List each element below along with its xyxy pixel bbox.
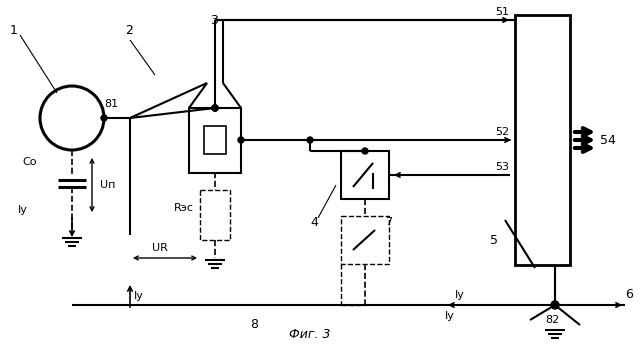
- Text: 52: 52: [495, 127, 509, 137]
- Circle shape: [212, 105, 218, 111]
- Text: 7: 7: [385, 217, 392, 227]
- Text: 8: 8: [250, 318, 258, 332]
- Text: 54: 54: [600, 134, 616, 147]
- Text: Rэс: Rэс: [174, 203, 194, 213]
- Circle shape: [551, 301, 559, 309]
- Text: 1: 1: [10, 23, 18, 37]
- Circle shape: [362, 148, 368, 154]
- Text: 51: 51: [495, 7, 509, 17]
- Bar: [515, 15, 570, 265]
- Text: Iy: Iy: [455, 290, 465, 300]
- Text: Iy: Iy: [134, 291, 144, 301]
- Text: 53: 53: [495, 162, 509, 172]
- Bar: [341, 151, 389, 199]
- Text: 3: 3: [210, 13, 218, 27]
- Bar: [204, 126, 226, 154]
- Text: Iy: Iy: [18, 205, 28, 215]
- Text: UR: UR: [152, 243, 168, 253]
- Circle shape: [212, 105, 218, 111]
- Text: Iy: Iy: [445, 311, 455, 321]
- Text: 82: 82: [545, 315, 559, 325]
- Circle shape: [212, 105, 218, 111]
- Text: Uп: Uп: [100, 180, 115, 190]
- Bar: [341, 216, 389, 264]
- Bar: [189, 108, 241, 173]
- Text: Co: Co: [22, 157, 36, 167]
- Text: Фиг. 3: Фиг. 3: [289, 328, 331, 342]
- Text: 4: 4: [310, 216, 318, 228]
- Text: 6: 6: [625, 288, 633, 302]
- Circle shape: [238, 137, 244, 143]
- Circle shape: [307, 137, 313, 143]
- Circle shape: [101, 115, 107, 121]
- Bar: [200, 190, 230, 240]
- Text: 2: 2: [125, 23, 133, 37]
- Text: 81: 81: [104, 99, 118, 109]
- Text: 5: 5: [490, 234, 498, 246]
